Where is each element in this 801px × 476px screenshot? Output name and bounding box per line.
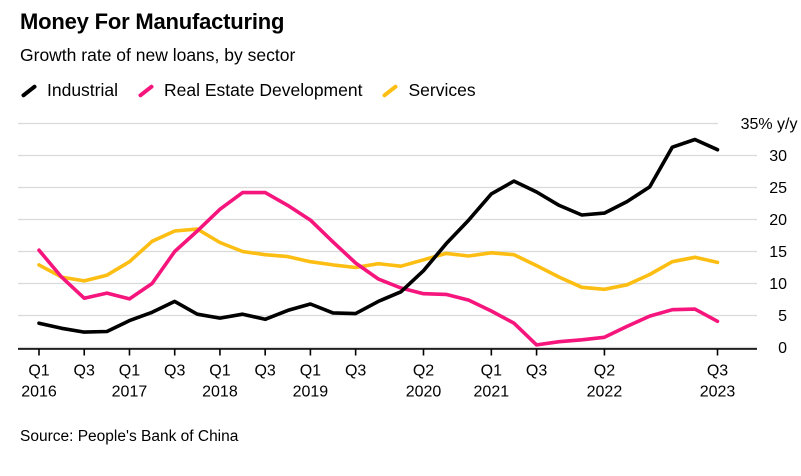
y-axis-label: 20: [769, 212, 787, 229]
source-attribution: Source: People's Bank of China: [20, 428, 239, 445]
x-tick-year-label: 2017: [112, 384, 148, 401]
x-tick-quarter-label: Q3: [345, 363, 366, 380]
y-axis-label: 30: [769, 148, 787, 165]
series-line-real-estate-development: [37, 190, 720, 347]
x-tick-quarter-label: Q3: [164, 363, 185, 380]
x-tick-quarter-label: Q1: [209, 363, 230, 380]
x-tick-year-label: 2021: [474, 384, 510, 401]
x-tick-quarter-label: Q1: [119, 363, 140, 380]
x-tick-year-label: 2018: [202, 384, 238, 401]
services-line-icon: [382, 83, 399, 98]
x-tick-quarter-label: Q1: [481, 363, 502, 380]
series-line-industrial: [37, 137, 720, 334]
y-axis-label: 15: [769, 244, 787, 261]
legend: Industrial Real Estate Development Servi…: [20, 80, 476, 101]
x-tick-year-label: 2022: [587, 384, 623, 401]
real-estate-line-icon: [137, 83, 155, 98]
legend-label-industrial: Industrial: [47, 80, 119, 100]
legend-item-real-estate: Real Estate Development: [137, 80, 362, 101]
page-title: Money For Manufacturing: [20, 9, 285, 34]
legend-label-real-estate: Real Estate Development: [164, 80, 363, 100]
x-tick-quarter-label: Q1: [28, 363, 49, 380]
y-axis-unit-label: 35% y/y: [741, 116, 798, 133]
industrial-line-icon: [20, 83, 38, 98]
series-line-services: [37, 227, 720, 292]
chart-subtitle: Growth rate of new loans, by sector: [20, 45, 296, 65]
x-tick-year-label: 2016: [21, 384, 57, 401]
y-axis-label: 10: [769, 276, 787, 293]
x-tick-quarter-label: Q3: [74, 363, 95, 380]
x-tick-quarter-label: Q2: [413, 363, 434, 380]
legend-item-services: Services: [381, 80, 476, 101]
x-tick-quarter-label: Q1: [300, 363, 321, 380]
legend-item-industrial: Industrial: [20, 80, 118, 101]
x-tick-year-label: 2023: [700, 384, 736, 401]
legend-label-services: Services: [408, 80, 476, 100]
x-tick-quarter-label: Q3: [707, 363, 728, 380]
x-tick-quarter-label: Q3: [526, 363, 547, 380]
y-axis-label: 0: [778, 340, 787, 357]
y-axis-label: 25: [769, 180, 787, 197]
x-tick-year-label: 2020: [406, 384, 442, 401]
x-tick-quarter-label: Q2: [594, 363, 615, 380]
x-tick-year-label: 2019: [293, 384, 329, 401]
y-axis-label: 5: [778, 308, 787, 325]
x-tick-quarter-label: Q3: [254, 363, 275, 380]
